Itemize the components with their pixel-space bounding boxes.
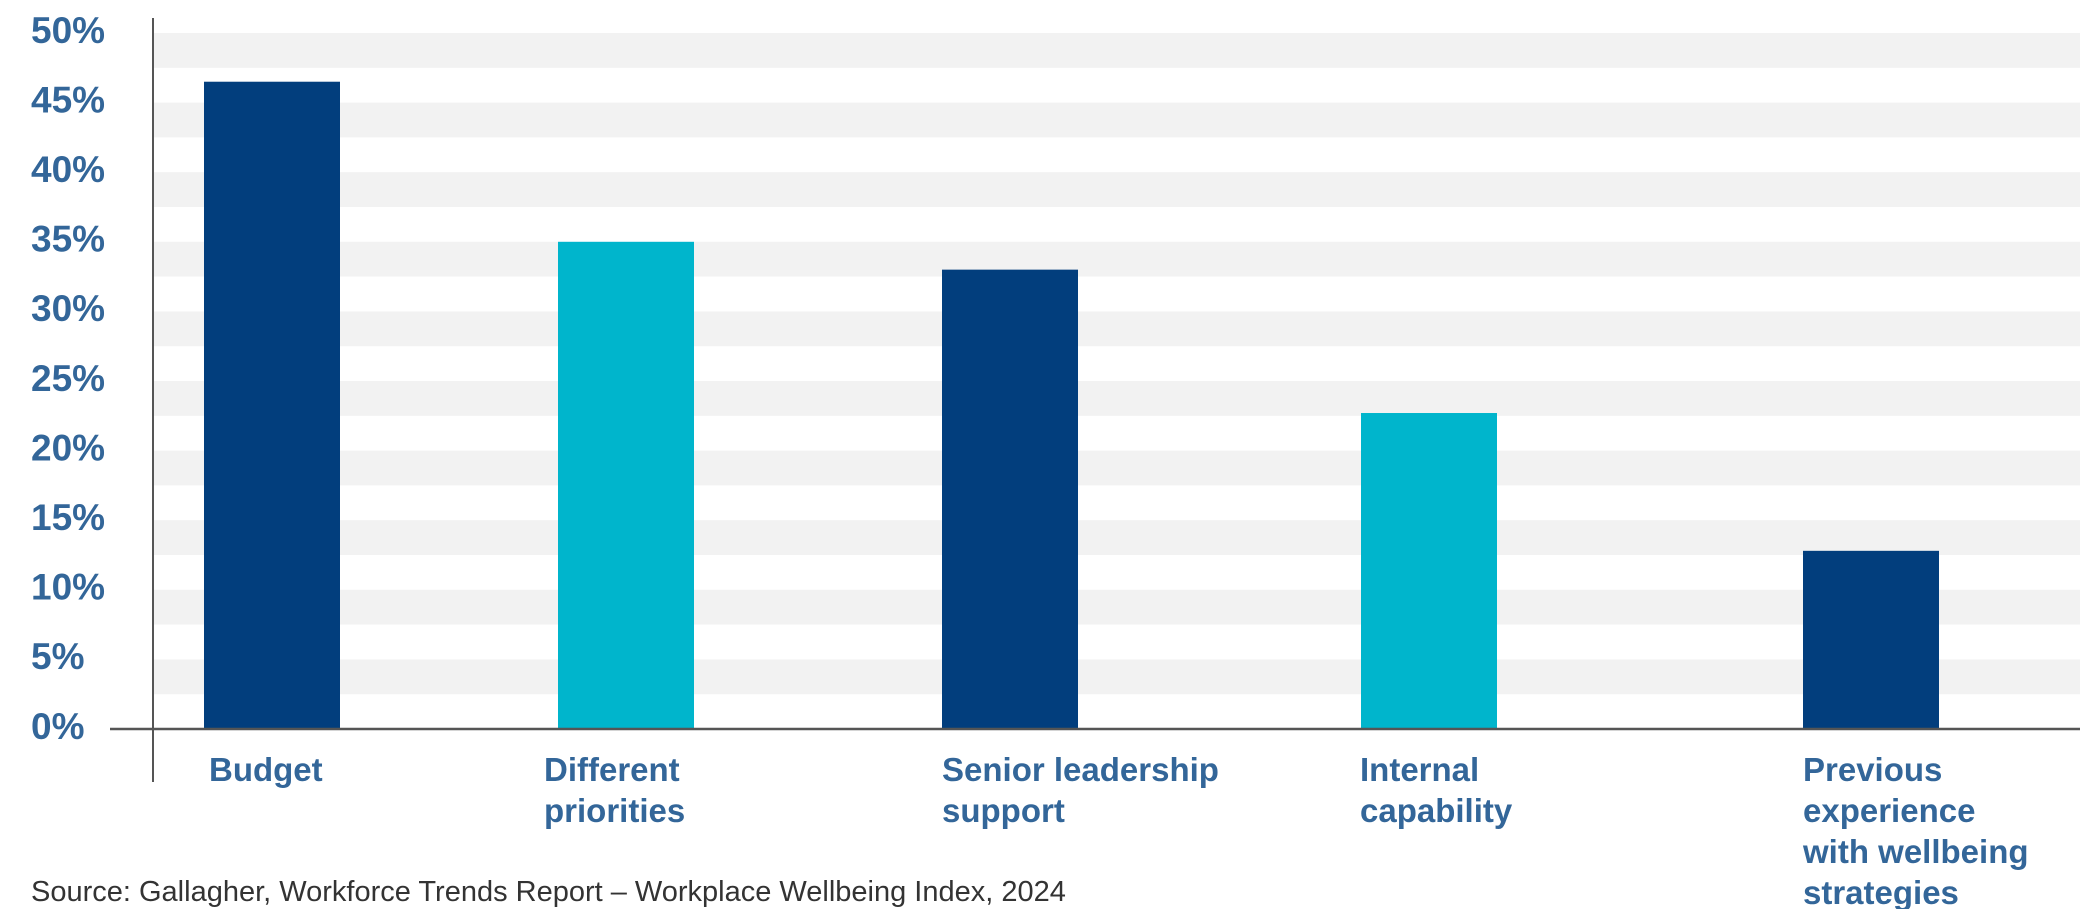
- grid-band: [153, 520, 2080, 555]
- y-tick-label: 35%: [31, 219, 105, 260]
- bar-budget: [204, 81, 340, 730]
- x-category-label: Budget: [209, 751, 323, 788]
- grid-band: [153, 241, 2080, 277]
- bar-internal-capability: [1361, 413, 1497, 729]
- grid-bands: [153, 33, 2080, 695]
- y-tick-label: 50%: [31, 10, 105, 51]
- y-tick-label: 30%: [31, 288, 105, 329]
- x-category-label: Senior leadership support: [942, 751, 1219, 829]
- source-note: Source: Gallagher, Workforce Trends Repo…: [31, 876, 1066, 908]
- y-tick-label: 10%: [31, 567, 105, 608]
- x-category-label: Previous experience with wellbeing strategi…: [1802, 751, 2029, 909]
- grid-band: [153, 102, 2080, 138]
- grid-band: [153, 381, 2080, 416]
- y-tick-label: 40%: [31, 149, 105, 190]
- y-tick-label: 20%: [31, 427, 105, 468]
- grid-band: [153, 450, 2080, 486]
- axes: [110, 18, 2080, 782]
- bar-previous-experience-with-wellbeing-strategies: [1803, 550, 1939, 729]
- grid-band: [153, 33, 2080, 68]
- y-tick-label: 0%: [31, 706, 84, 747]
- bars: [204, 81, 1939, 730]
- grid-band: [153, 172, 2080, 207]
- grid-band: [153, 659, 2080, 695]
- x-axis-labels: Budget Different priorities Senior leadersh…: [209, 751, 2029, 909]
- grid-band: [153, 311, 2080, 347]
- y-tick-label: 45%: [31, 79, 105, 120]
- y-tick-label: 15%: [31, 497, 105, 538]
- x-category-label: Different priorities: [544, 751, 685, 829]
- bar-senior-leadership-support: [942, 269, 1078, 729]
- bar-different-priorities: [558, 241, 694, 730]
- y-tick-label: 5%: [31, 636, 84, 677]
- y-tick-label: 25%: [31, 358, 105, 399]
- x-category-label: Internal capability: [1360, 751, 1513, 829]
- y-axis-ticks: 0% 5% 10% 15% 20% 25% 30% 35% 40% 45% 50%: [31, 10, 105, 747]
- grid-band: [153, 589, 2080, 625]
